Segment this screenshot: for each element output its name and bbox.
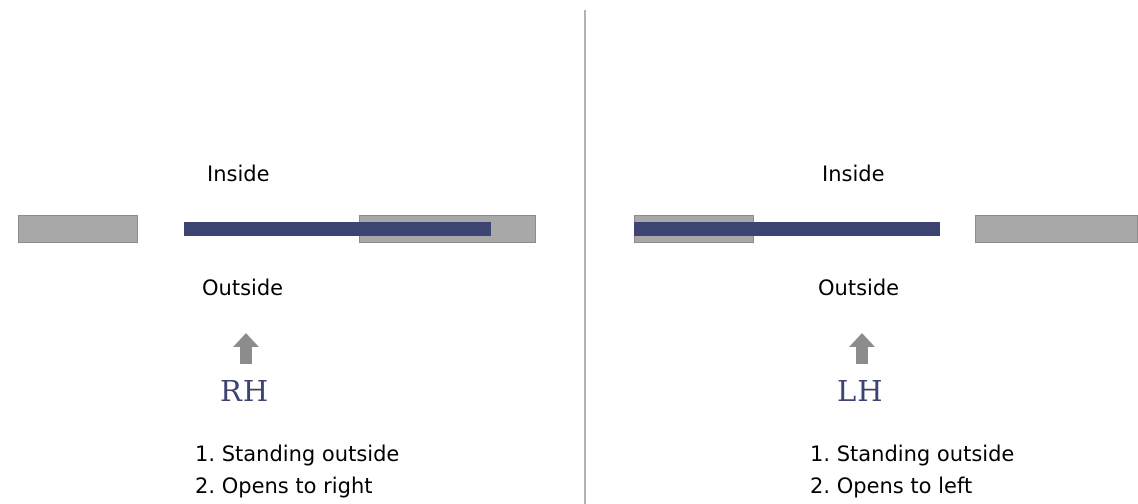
- arrow-up-icon: [233, 333, 259, 364]
- rh-panel: Inside Outside RH 1. Standing outside 2.…: [18, 162, 536, 502]
- inside-label: Inside: [207, 162, 270, 186]
- outside-label: Outside: [818, 276, 900, 300]
- door-handing-code: RH: [220, 374, 270, 408]
- panel-divider: [584, 10, 586, 504]
- door-handing-code: LH: [837, 374, 884, 408]
- step-item: 2. Opens to left: [810, 474, 973, 498]
- wall-right: [975, 215, 1138, 243]
- step-item: 1. Standing outside: [810, 442, 1015, 466]
- lh-panel: Inside Outside LH 1. Standing outside 2.…: [569, 0, 1138, 504]
- door-leaf: [184, 222, 491, 236]
- steps-list: 1. Standing outside 2. Opens to right: [195, 438, 399, 502]
- outside-label: Outside: [202, 276, 284, 300]
- arrow-up-icon: [849, 333, 875, 364]
- door-leaf: [634, 222, 940, 236]
- steps-list: 1. Standing outside 2. Opens to left: [810, 438, 1014, 502]
- step-item: 1. Standing outside: [195, 442, 400, 466]
- step-item: 2. Opens to right: [195, 474, 373, 498]
- wall-left: [18, 215, 138, 243]
- inside-label: Inside: [822, 162, 885, 186]
